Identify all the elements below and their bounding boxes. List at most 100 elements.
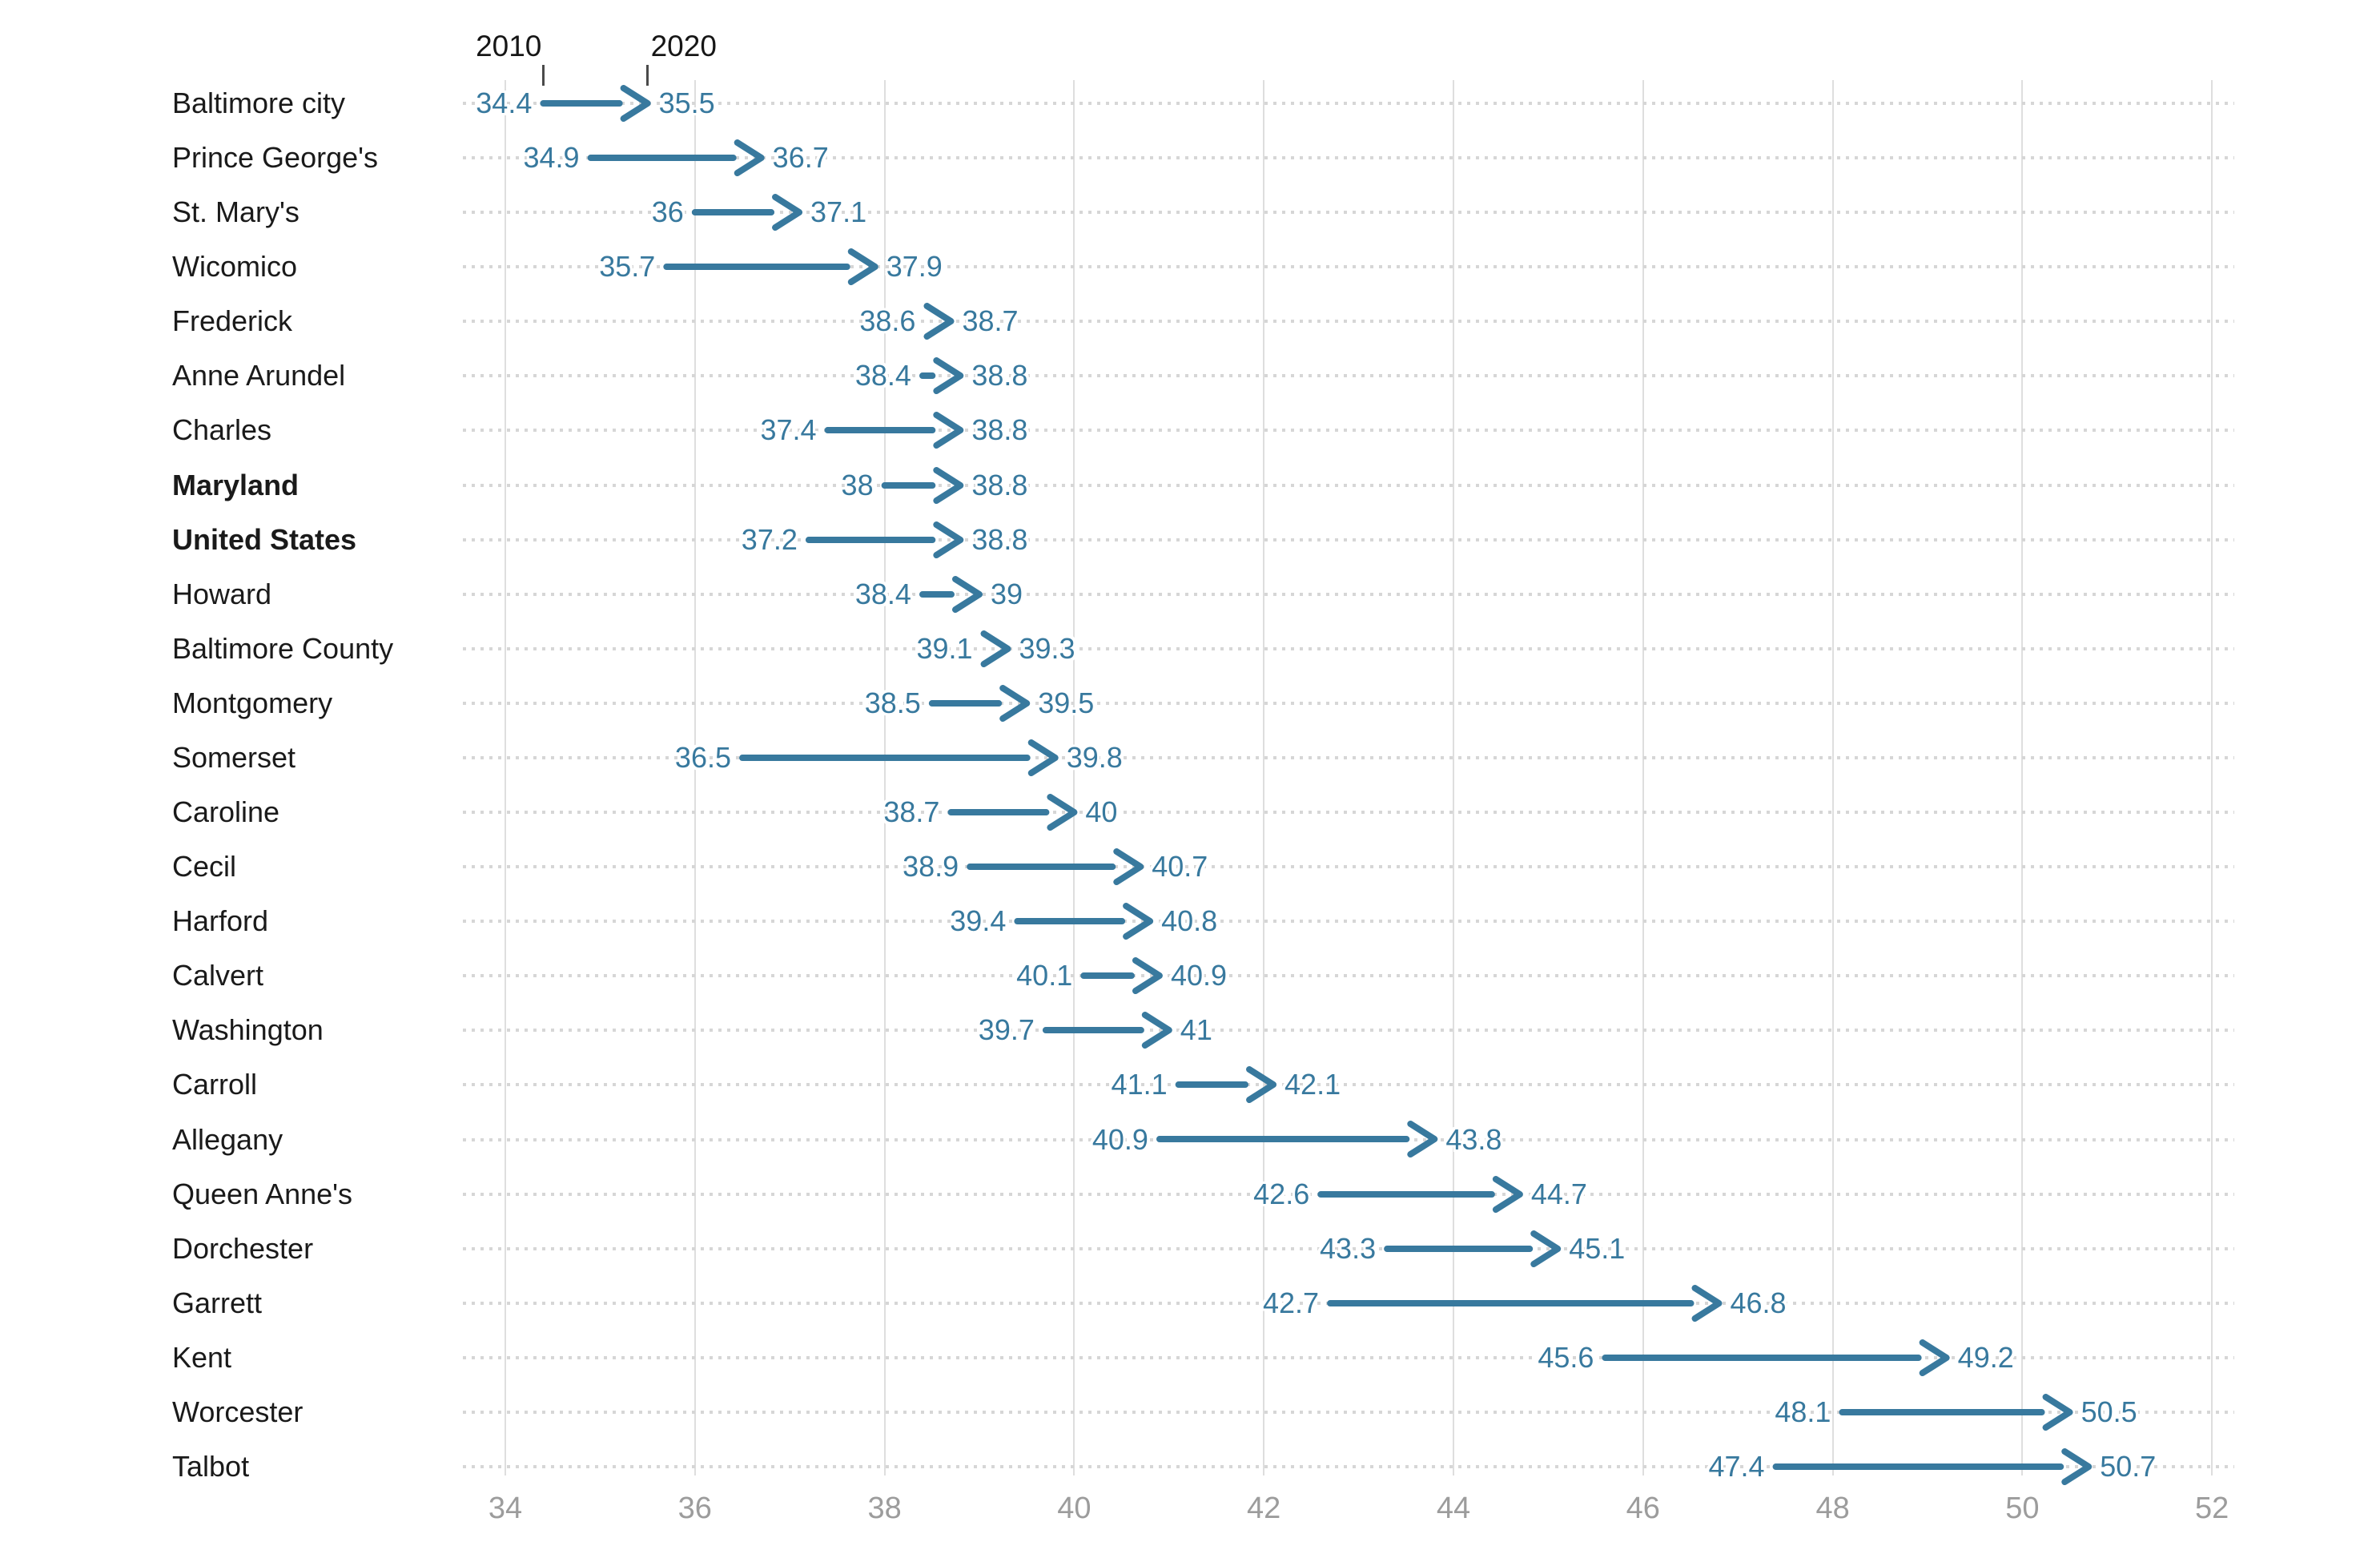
table-row: Howard 38.4 39 (0, 567, 2380, 622)
row-leader-line (463, 429, 2234, 433)
table-row: Calvert 40.1 40.9 (0, 948, 2380, 1003)
row-label: Baltimore County (172, 631, 394, 665)
change-arrow (881, 466, 964, 504)
row-label: Wicomico (172, 250, 298, 284)
end-value-label: 37.9 (886, 250, 943, 284)
change-arrow (1602, 1339, 1950, 1376)
table-row: Kent 45.6 49.2 (0, 1331, 2380, 1385)
row-label: Allegany (172, 1122, 283, 1156)
start-value-label: 47.4 (1708, 1449, 1765, 1483)
start-value-label: 37.2 (741, 522, 798, 556)
start-value-label: 42.7 (1263, 1286, 1320, 1319)
x-axis-label: 44 (1436, 1492, 1471, 1525)
year-tick-2020 (646, 65, 649, 86)
end-value-label: 39 (991, 577, 1023, 610)
year-label-2010: 2010 (476, 30, 542, 62)
change-arrow (947, 794, 1078, 831)
table-row: Harford 39.4 40.8 (0, 894, 2380, 948)
year-tick-2010 (541, 65, 545, 86)
gridline (1642, 80, 1644, 1475)
x-axis-label: 52 (2195, 1492, 2229, 1525)
row-leader-line (463, 156, 2234, 160)
row-label: Washington (172, 1013, 324, 1047)
row-leader-line (463, 1029, 2234, 1033)
x-axis-label: 40 (1057, 1492, 1092, 1525)
end-value-label: 43.8 (1445, 1122, 1502, 1156)
table-row: United States 37.2 38.8 (0, 513, 2380, 567)
gridline (1073, 80, 1075, 1475)
change-arrow (967, 848, 1144, 886)
gridline (505, 80, 506, 1475)
change-arrow (919, 357, 964, 395)
row-label: Caroline (172, 795, 280, 829)
change-arrow (1327, 1284, 1723, 1322)
row-leader-line (463, 1410, 2234, 1414)
row-leader-line (463, 755, 2234, 759)
table-row: Dorchester 43.3 45.1 (0, 1222, 2380, 1276)
row-label: Talbot (172, 1449, 250, 1483)
end-value-label: 39.5 (1038, 686, 1095, 719)
end-value-label: 40.7 (1152, 850, 1208, 884)
change-arrow (928, 684, 1031, 722)
change-arrow (1839, 1393, 2073, 1431)
table-row: Maryland 38 38.8 (0, 458, 2380, 513)
table-row: Talbot 47.4 50.7 (0, 1439, 2380, 1494)
start-value-label: 38.5 (864, 686, 921, 719)
table-row: St. Mary's 36 37.1 (0, 185, 2380, 240)
end-value-label: 41 (1180, 1013, 1212, 1047)
end-value-label: 36.7 (772, 141, 829, 175)
row-label: Baltimore city (172, 86, 346, 119)
row-label: Somerset (172, 740, 296, 774)
row-leader-line (463, 1355, 2234, 1359)
table-row: Carroll 41.1 42.1 (0, 1057, 2380, 1112)
row-leader-line (463, 1083, 2234, 1087)
start-value-label: 36.5 (674, 740, 731, 774)
end-value-label: 39.3 (1019, 631, 1075, 665)
x-axis-label: 42 (1247, 1492, 1281, 1525)
row-label: Howard (172, 577, 272, 610)
start-value-label: 37.4 (760, 413, 817, 447)
start-value-label: 45.6 (1538, 1340, 1594, 1374)
row-label: Cecil (172, 850, 237, 884)
change-arrow (1175, 1066, 1277, 1104)
start-value-label: 40.9 (1092, 1122, 1148, 1156)
start-value-label: 36 (651, 195, 684, 229)
row-leader-line (463, 974, 2234, 978)
change-arrow (1042, 1012, 1172, 1049)
row-label: Calvert (172, 959, 264, 992)
x-axis-label: 34 (488, 1492, 523, 1525)
row-leader-line (463, 592, 2234, 596)
start-value-label: 42.6 (1253, 1177, 1310, 1210)
row-label: Queen Anne's (172, 1177, 353, 1210)
x-axis-label: 48 (1815, 1492, 1850, 1525)
row-leader-line (463, 811, 2234, 815)
row-label: Charles (172, 413, 272, 447)
end-value-label: 45.1 (1569, 1231, 1626, 1265)
start-value-label: 39.1 (916, 631, 973, 665)
year-label-2020: 2020 (650, 30, 717, 62)
change-arrow (919, 575, 983, 613)
row-leader-line (463, 1246, 2234, 1250)
change-arrow (691, 194, 803, 231)
change-arrow (980, 630, 1011, 667)
row-leader-line (463, 211, 2234, 215)
change-arrow (1317, 1175, 1523, 1213)
table-row: Cecil 38.9 40.7 (0, 839, 2380, 894)
end-value-label: 46.8 (1730, 1286, 1787, 1319)
row-label: Frederick (172, 304, 293, 338)
start-value-label: 43.3 (1320, 1231, 1377, 1265)
end-value-label: 38.8 (971, 522, 1028, 556)
end-value-label: 49.2 (1957, 1340, 2014, 1374)
row-label: St. Mary's (172, 195, 300, 229)
change-arrow (587, 139, 765, 177)
row-leader-line (463, 374, 2234, 378)
gridline (1831, 80, 1834, 1475)
gridline (693, 80, 696, 1475)
change-arrow (1080, 957, 1163, 995)
table-row: Wicomico 35.7 37.9 (0, 240, 2380, 294)
end-value-label: 40.9 (1170, 959, 1228, 992)
end-value-label: 40.8 (1161, 904, 1218, 938)
start-value-label: 48.1 (1775, 1395, 1831, 1428)
row-label: United States (172, 522, 357, 556)
